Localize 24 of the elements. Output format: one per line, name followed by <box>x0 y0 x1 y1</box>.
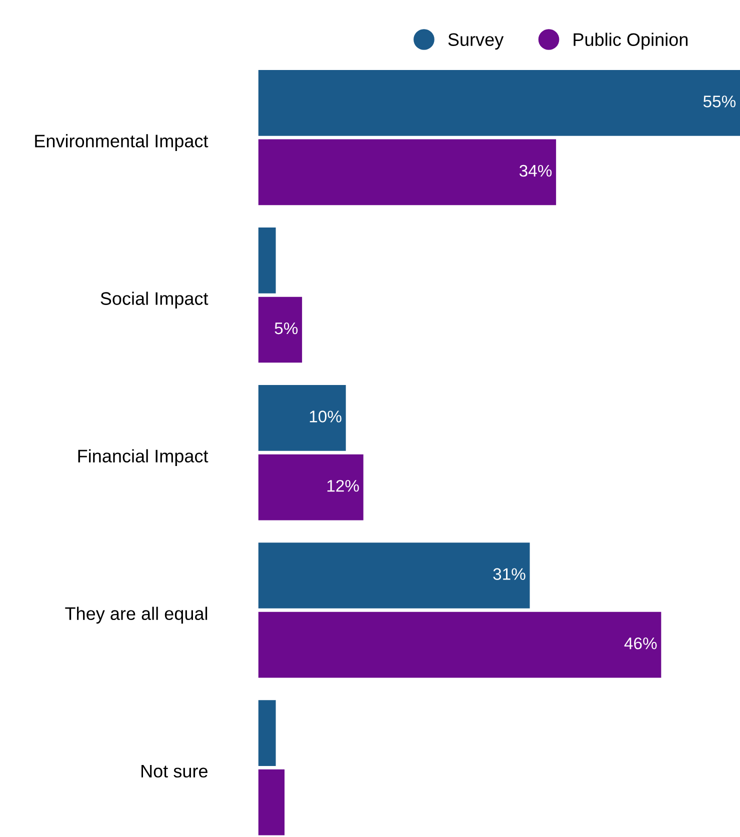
data-label: 31% <box>493 568 526 580</box>
bar <box>258 385 346 451</box>
bar <box>258 296 302 363</box>
legend-label: Public Opinion <box>574 32 688 50</box>
bar <box>258 542 530 608</box>
bar <box>258 700 276 766</box>
bar <box>258 228 276 294</box>
bar <box>258 70 740 136</box>
bar <box>258 139 556 206</box>
data-label: 46% <box>624 637 657 650</box>
bar <box>258 454 364 520</box>
data-label: 34% <box>519 164 552 177</box>
bar <box>258 612 662 678</box>
bar <box>258 769 285 836</box>
data-label: 55% <box>703 96 736 108</box>
y-tick-label: Social Impact <box>100 292 208 309</box>
legend-label: Survey <box>448 33 504 50</box>
y-tick-label: Financial Impact <box>78 449 208 466</box>
y-tick-label: Not sure <box>142 764 208 778</box>
data-label: 10% <box>310 410 342 422</box>
data-label: 5% <box>274 322 298 334</box>
y-tick-label: They are all equal <box>65 606 208 624</box>
y-tick-label: Environmental Impact <box>35 134 208 151</box>
data-label: 12% <box>327 480 359 492</box>
